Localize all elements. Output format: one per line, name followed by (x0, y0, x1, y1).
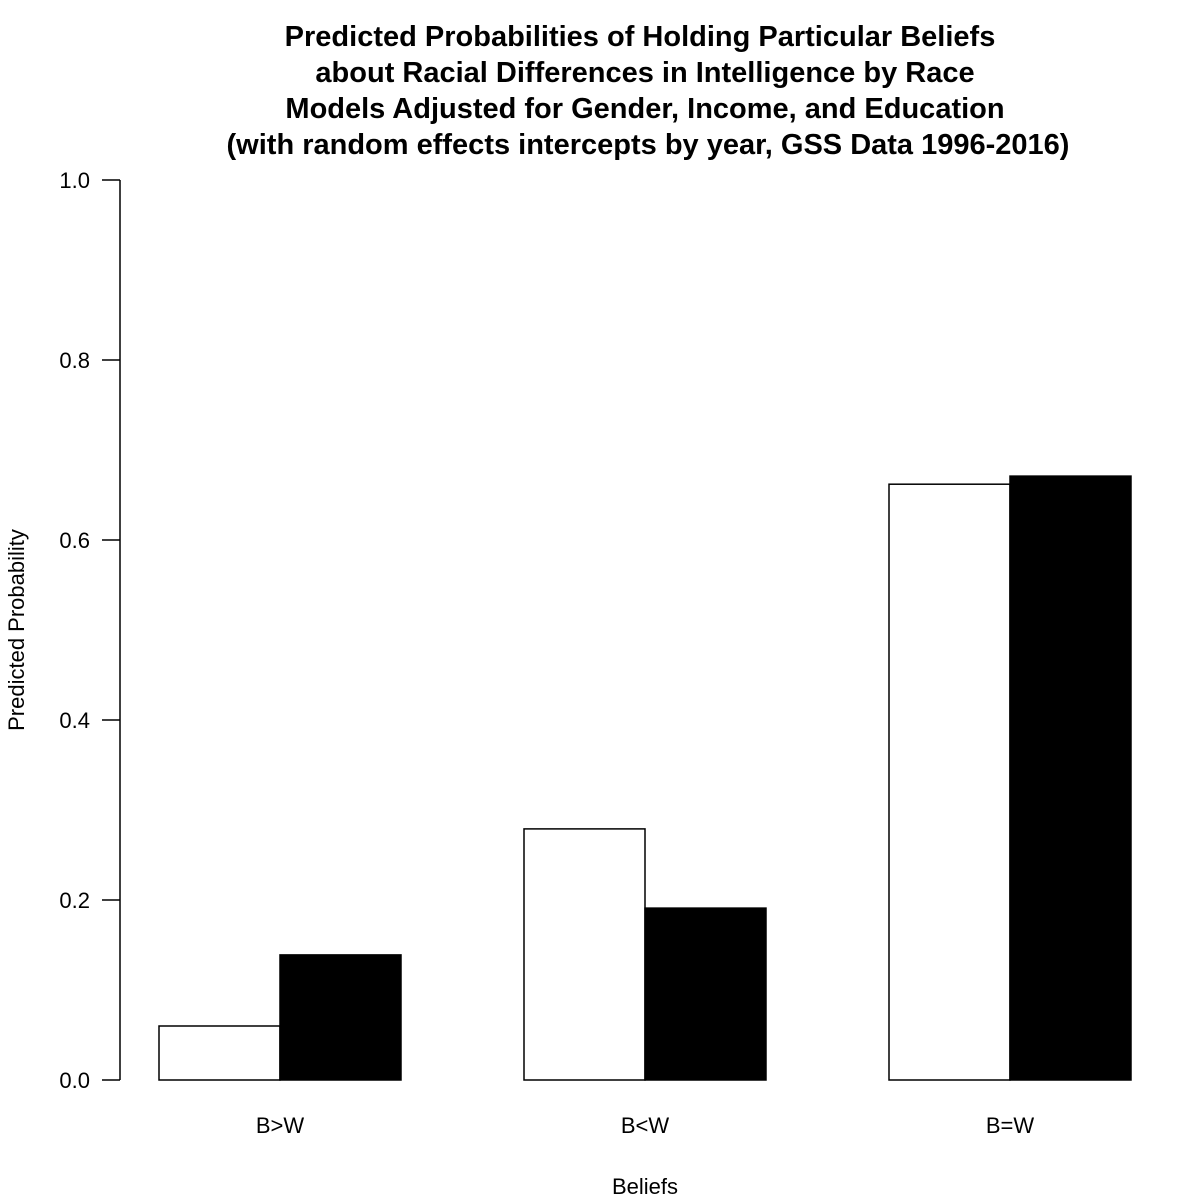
title-line-2: about Racial Differences in Intelligence… (315, 57, 974, 89)
x-category-label: B>W (256, 1113, 305, 1138)
y-axis: 0.0 0.2 0.4 0.6 0.8 1.0 (59, 168, 121, 1093)
bar (279, 954, 402, 1081)
x-axis-labels: B>W B<W B=W (256, 1113, 1035, 1138)
bar (158, 1025, 281, 1081)
x-category-label: B<W (621, 1113, 670, 1138)
x-axis-title: Beliefs (612, 1174, 678, 1199)
y-tick-label: 0.8 (59, 348, 90, 373)
chart-title: Predicted Probabilities of Holding Parti… (227, 21, 1070, 161)
title-line-3: Models Adjusted for Gender, Income, and … (285, 93, 1004, 125)
bar (1009, 475, 1132, 1081)
y-tick-label: 0.6 (59, 528, 90, 553)
y-tick-label: 1.0 (59, 168, 90, 193)
bar (523, 828, 646, 1081)
title-line-4: (with random effects intercepts by year,… (227, 129, 1070, 161)
bar (888, 483, 1011, 1081)
y-axis-title: Predicted Probability (4, 529, 29, 731)
y-tick-label: 0.2 (59, 888, 90, 913)
bars (158, 475, 1132, 1081)
x-category-label: B=W (986, 1113, 1035, 1138)
y-tick-label: 0.0 (59, 1068, 90, 1093)
y-tick-label: 0.4 (59, 708, 90, 733)
title-line-1: Predicted Probabilities of Holding Parti… (285, 21, 996, 53)
bar (644, 907, 767, 1081)
